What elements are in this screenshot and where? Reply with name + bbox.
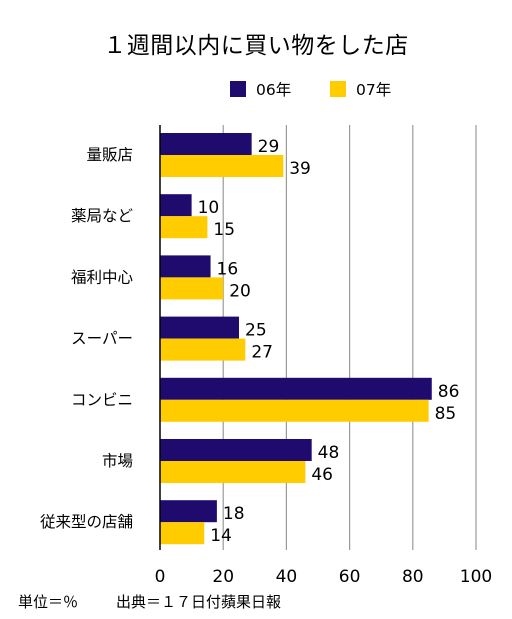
bar-06年-福利中心 — [160, 255, 211, 278]
legend-swatch — [330, 81, 346, 97]
category-label: スーパー — [71, 330, 133, 348]
bar-07年-市場 — [160, 461, 306, 483]
bars — [160, 133, 432, 545]
bar-value-label: 15 — [213, 220, 235, 240]
bar-value-label: 14 — [210, 526, 232, 546]
legend-swatch — [230, 81, 246, 97]
legend: 06年 07年 — [230, 81, 391, 99]
category-label: 薬局など — [71, 207, 134, 225]
x-tick-label: 0 — [155, 567, 166, 587]
bar-value-label: 18 — [223, 504, 245, 524]
bar-07年-スーパー — [160, 338, 246, 361]
category-label: コンビニ — [71, 391, 133, 409]
bar-value-label: 46 — [311, 465, 333, 485]
x-tick-labels: 0 20 40 60 80 100 — [155, 567, 493, 587]
footnote: 単位＝％ 出典＝１７日付蘋果日報 — [18, 591, 319, 612]
bar-07年-コンビニ — [160, 399, 429, 422]
source-note: 出典＝１７日付蘋果日報 — [116, 593, 282, 611]
bar-value-label: 16 — [217, 259, 239, 279]
bar-value-label: 85 — [435, 404, 457, 424]
bar-06年-市場 — [160, 439, 312, 461]
bar-06年-従来型の店舗 — [160, 500, 217, 523]
bar-06年-スーパー — [160, 316, 239, 339]
category-label: 従来型の店舗 — [40, 513, 133, 531]
bar-06年-量販店 — [160, 133, 252, 155]
bar-06年-薬局など — [160, 194, 192, 217]
bar-07年-量販店 — [160, 155, 284, 177]
chart-title: １週間以内に買い物をした店 — [103, 33, 409, 59]
x-tick-label: 40 — [276, 567, 298, 587]
bar-value-label: 10 — [198, 198, 220, 218]
bar-value-label: 48 — [318, 443, 340, 463]
bar-value-label: 20 — [229, 281, 251, 301]
unit-note: 単位＝％ — [18, 593, 79, 611]
bar-07年-薬局など — [160, 216, 208, 239]
legend-label: 07年 — [356, 81, 391, 99]
x-tick-label: 80 — [402, 567, 424, 587]
x-tick-label: 60 — [339, 567, 361, 587]
category-label: 量販店 — [86, 146, 133, 164]
bar-06年-コンビニ — [160, 377, 432, 400]
bar-value-label: 25 — [245, 321, 267, 341]
x-tick-label: 100 — [460, 567, 492, 587]
bar-value-label: 39 — [289, 159, 311, 179]
bar-value-label: 27 — [251, 343, 273, 363]
legend-label: 06年 — [256, 81, 291, 99]
x-tick-label: 20 — [212, 567, 234, 587]
category-label: 市場 — [102, 452, 133, 470]
bar-07年-従来型の店舗 — [160, 522, 205, 545]
bar-07年-福利中心 — [160, 277, 224, 300]
bar-value-label: 86 — [438, 382, 460, 402]
bar-value-label: 29 — [258, 137, 280, 157]
category-label: 福利中心 — [71, 268, 133, 286]
